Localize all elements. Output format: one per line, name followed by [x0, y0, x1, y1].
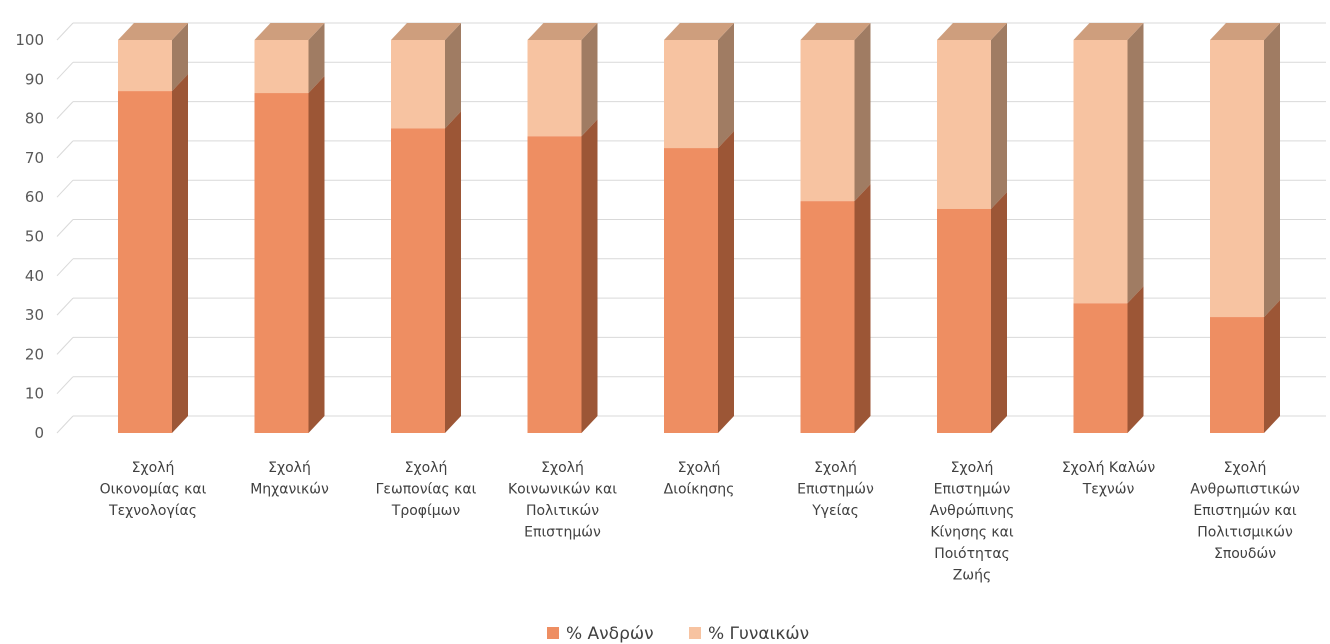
x-category-label: Σχολή Επιστημών Ανθρώπινης Κίνησης και Ποιότ…: [930, 460, 1015, 584]
gridline-depth: [56, 179, 74, 198]
legend-label-men: % Ανδρών: [566, 624, 654, 644]
bar-men-front: [254, 93, 309, 434]
bar-women-side: [308, 23, 325, 94]
legend: % Ανδρών % Γυναικών: [547, 624, 809, 644]
bar-women-top: [527, 23, 598, 40]
bar-women-top: [664, 23, 734, 40]
x-axis-categories: Σχολή Οικονομίας και Τεχνολογίας Σχολή Μηχαν…: [100, 460, 1300, 584]
bar-men-front: [118, 91, 172, 433]
bar-women-front: [527, 40, 582, 137]
y-tick-label: 40: [25, 267, 44, 285]
bar-men-side: [308, 76, 325, 434]
bar-women-front: [1210, 40, 1264, 318]
bar-stack: [254, 23, 325, 434]
gridline-depth: [56, 415, 74, 434]
bar-stack: [118, 23, 188, 433]
bar-men-side: [581, 119, 598, 433]
bar-women-top: [800, 23, 871, 40]
bar-men-front: [800, 201, 855, 433]
bar-men-side: [718, 131, 734, 433]
bar-stack: [937, 23, 1007, 433]
bar-women-top: [118, 23, 188, 40]
bar-women-front: [254, 40, 309, 94]
gridline-depth: [56, 101, 74, 119]
bars: [118, 23, 1280, 434]
x-category-label: Σχολή Οικονομίας και Τεχνολογίας: [100, 460, 207, 519]
legend-swatch-men: [547, 627, 559, 639]
x-category-label: Σχολή Κοινωνικών και Πολιτικών Επιστημών: [508, 460, 617, 541]
bar-stack: [664, 23, 734, 433]
bar-women-side: [718, 23, 734, 149]
bar-women-side: [172, 23, 188, 92]
bar-men-front: [527, 136, 582, 433]
y-axis-ticks: 0 10 20 30 40 50 60 70 80 90 100: [15, 31, 44, 442]
y-tick-label: 90: [25, 70, 44, 88]
bar-men-side: [1127, 286, 1144, 433]
bar-men-side: [854, 184, 871, 433]
gridline-depth: [56, 258, 74, 277]
y-tick-label: 20: [25, 345, 44, 363]
bar-women-front: [664, 40, 718, 149]
bar-women-top: [1210, 23, 1280, 40]
x-category-label: Σχολή Ανθρωπιστικών Επιστημών και Πολιτισμι…: [1190, 460, 1300, 562]
y-tick-label: 10: [25, 385, 44, 403]
gridline-depth: [56, 297, 74, 316]
bar-women-side: [991, 23, 1007, 209]
x-category-label: Σχολή Επιστημών Υγείας: [797, 460, 874, 519]
y-tick-label: 50: [25, 228, 44, 246]
gridline-depth: [56, 337, 74, 355]
gridline-depth: [56, 219, 74, 237]
bar-women-side: [1127, 23, 1144, 304]
bar-stack: [800, 23, 871, 433]
x-category-label: Σχολή Γεωπονίας και Τροφίμων: [376, 460, 477, 519]
bar-men-side: [445, 111, 461, 434]
y-tick-label: 70: [25, 149, 44, 167]
legend-label-women: % Γυναικών: [708, 624, 809, 644]
bar-stack: [1073, 23, 1144, 433]
bar-women-front: [118, 40, 172, 92]
y-tick-label: 80: [25, 110, 44, 128]
bar-men-front: [1210, 317, 1264, 433]
bar-women-top: [1073, 23, 1144, 40]
bar-men-front: [391, 128, 445, 434]
bar-women-top: [937, 23, 1007, 40]
bar-women-side: [854, 23, 871, 202]
bar-men-side: [172, 74, 188, 433]
bar-women-front: [800, 40, 855, 202]
bar-stack: [527, 23, 598, 433]
x-category-label: Σχολή Διοίκησης: [664, 460, 735, 498]
bar-men-front: [937, 208, 991, 433]
bar-women-side: [445, 23, 461, 129]
bar-men-front: [1073, 303, 1128, 433]
bar-women-front: [1073, 40, 1128, 304]
bar-women-front: [937, 40, 991, 209]
bar-stack: [391, 23, 461, 434]
y-tick-label: 100: [15, 31, 44, 49]
gridline-depth: [56, 22, 74, 41]
x-category-label: Σχολή Καλών Τεχνών: [1062, 460, 1156, 498]
bar-women-front: [391, 40, 445, 129]
bar-men-front: [664, 148, 718, 433]
y-tick-label: 60: [25, 188, 44, 206]
y-tick-label: 30: [25, 306, 44, 324]
bar-men-side: [1264, 300, 1280, 433]
bar-women-top: [391, 23, 461, 40]
bar-stack: [1210, 23, 1280, 433]
bar-women-top: [254, 23, 325, 40]
bar-women-side: [581, 23, 598, 137]
gridline-depth: [56, 61, 74, 80]
gridline-depth: [56, 140, 74, 159]
bar-women-side: [1264, 23, 1280, 318]
y-tick-label: 0: [34, 424, 44, 442]
legend-swatch-women: [689, 627, 701, 639]
gridline-depth: [56, 376, 74, 395]
x-category-label: Σχολή Μηχανικών: [250, 460, 329, 498]
bar-men-side: [991, 191, 1007, 433]
